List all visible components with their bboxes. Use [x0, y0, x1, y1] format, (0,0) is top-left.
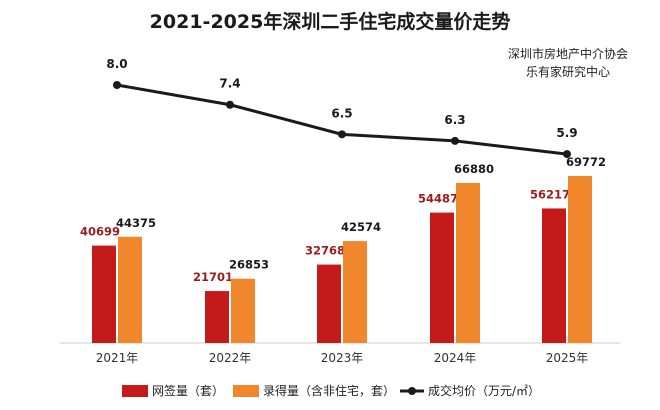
label-wangqian-3: 32768 [305, 244, 345, 258]
label-lude-5: 69772 [566, 155, 606, 169]
bar-lude-1 [118, 236, 142, 343]
legend-swatch-lude [233, 385, 259, 397]
bar-lude-3 [343, 241, 367, 343]
bar-lude-2 [231, 278, 255, 343]
bar-wangqian-2 [205, 291, 229, 343]
label-lude-2: 26853 [229, 258, 269, 272]
source-line-2: 乐有家研究中心 [526, 64, 610, 79]
legend-marker-avg-price [408, 387, 416, 395]
point-avg-price-1 [113, 81, 121, 89]
point-avg-price-4 [451, 136, 459, 145]
bar-wangqian-3 [317, 264, 341, 343]
bar-wangqian-1 [92, 245, 116, 343]
legend: 网签量（套） 录得量（含非住宅，套） 成交均价（万元/㎡） [122, 383, 540, 398]
label-wangqian-1: 40699 [80, 225, 120, 239]
label-avg-price-5: 5.9 [556, 126, 577, 140]
x-tick-2: 2022年 [209, 351, 252, 365]
x-tick-5: 2025年 [546, 351, 589, 365]
point-avg-price-2 [226, 100, 234, 109]
label-avg-price-3: 6.5 [331, 106, 352, 120]
x-tick-1: 2021年 [96, 351, 139, 365]
label-avg-price-2: 7.4 [219, 77, 240, 91]
point-avg-price-3 [338, 130, 346, 139]
x-tick-4: 2024年 [434, 351, 477, 365]
bar-wangqian-4 [430, 212, 454, 343]
line-layer: 8.0 7.4 6.5 6.3 5.9 [106, 57, 578, 159]
label-avg-price-1: 8.0 [106, 57, 127, 71]
x-tick-3: 2023年 [321, 351, 364, 365]
label-wangqian-2: 21701 [193, 270, 233, 284]
label-lude-1: 44375 [116, 216, 156, 230]
legend-label-avg-price: 成交均价（万元/㎡） [428, 383, 540, 398]
label-avg-price-4: 6.3 [444, 113, 465, 127]
legend-label-lude: 录得量（含非住宅，套） [263, 383, 395, 398]
point-avg-price-5 [563, 150, 571, 159]
x-axis-ticks: 2021年 2022年 2023年 2024年 2025年 [96, 351, 589, 365]
label-wangqian-5: 56217 [530, 187, 570, 201]
source-line-1: 深圳市房地产中介协会 [508, 46, 628, 61]
chart-title: 2021-2025年深圳二手住宅成交量价走势 [150, 10, 511, 33]
label-wangqian-4: 54487 [418, 192, 458, 206]
label-lude-3: 42574 [341, 220, 381, 234]
bar-lude-4 [456, 182, 480, 343]
legend-swatch-wangqian [122, 385, 148, 397]
label-lude-4: 66880 [454, 162, 494, 176]
legend-label-wangqian: 网签量（套） [152, 383, 224, 398]
bar-lude-5 [568, 176, 592, 343]
bar-wangqian-5 [542, 208, 566, 343]
